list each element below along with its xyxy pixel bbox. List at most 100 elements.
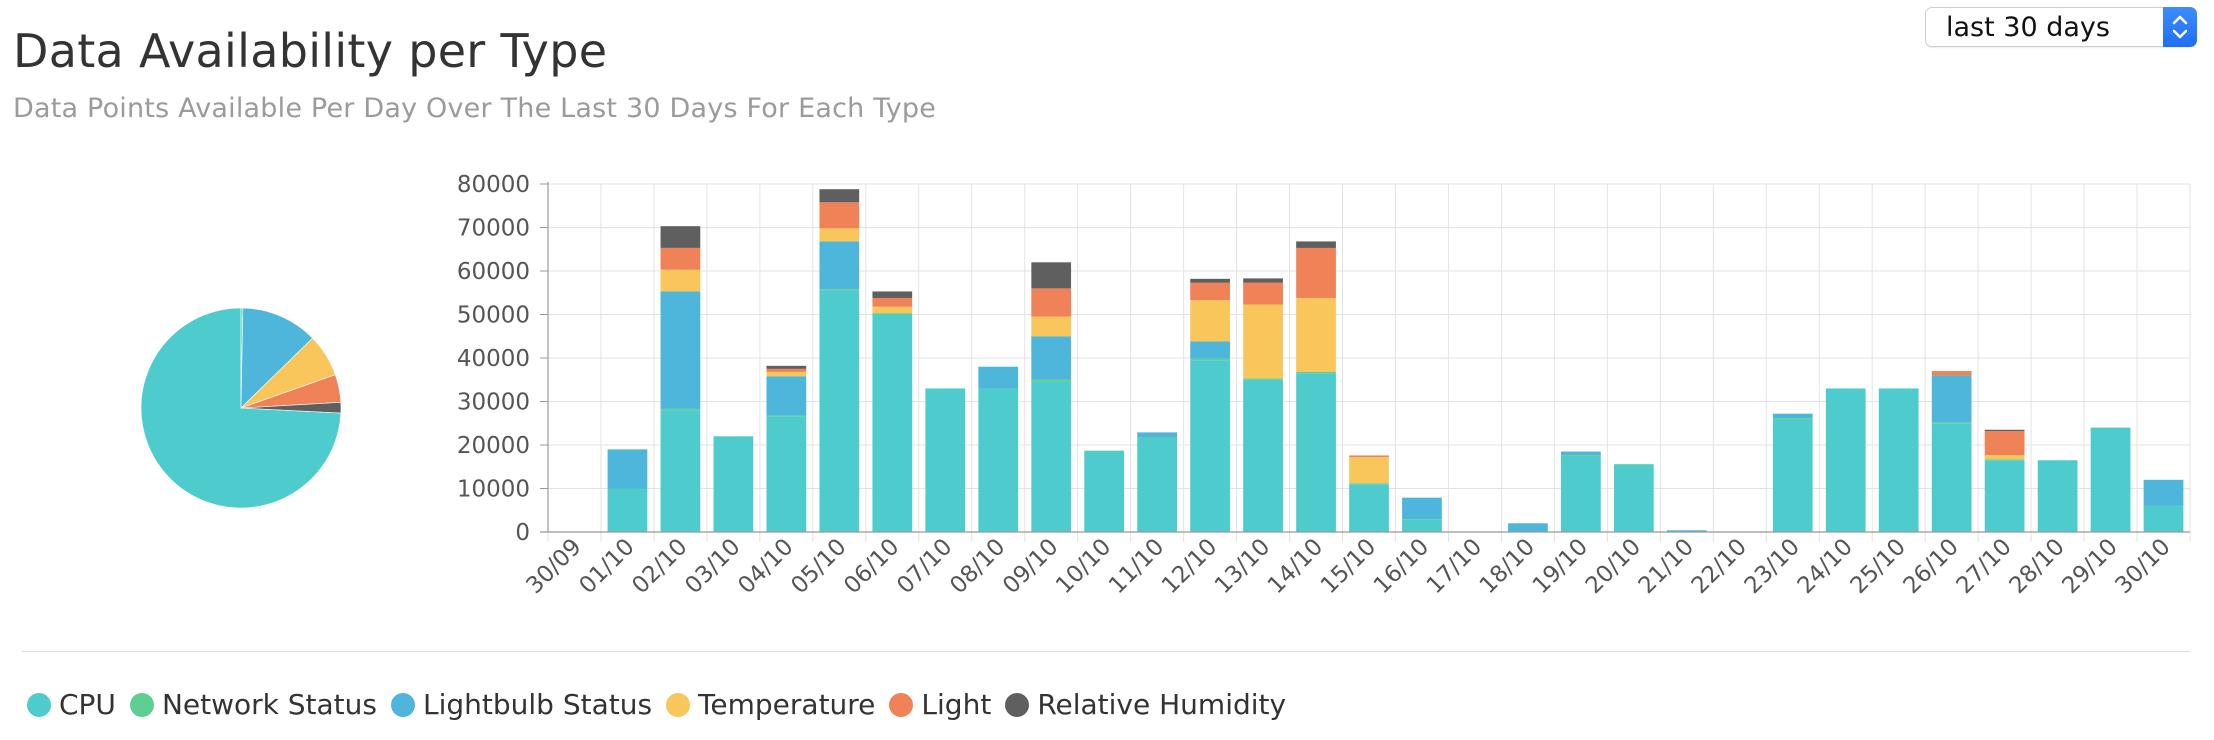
bar-network-status-19-10[interactable]: [1561, 455, 1601, 456]
bar-lightbulb-status-16-10[interactable]: [1402, 497, 1442, 520]
bar-lightbulb-status-02-10[interactable]: [660, 291, 701, 409]
pie-slice-relative-humidity[interactable]: [240, 402, 342, 414]
bar-cpu-13-10[interactable]: [1243, 379, 1283, 532]
legend-item-network-status[interactable]: Network Status: [129, 688, 377, 721]
bar-relative-humidity-02-10[interactable]: [660, 226, 701, 248]
bar-lightbulb-status-05-10[interactable]: [819, 241, 860, 290]
bar-cpu-09-10[interactable]: [1031, 381, 1072, 532]
bar-network-status-04-10[interactable]: [766, 415, 807, 417]
bar-temperature-09-10[interactable]: [1031, 316, 1072, 337]
bar-light-04-10[interactable]: [766, 368, 807, 372]
bar-network-status-27-10[interactable]: [1984, 459, 2025, 461]
bar-temperature-02-10[interactable]: [660, 269, 701, 292]
time-range-select[interactable]: last 30 days: [1925, 7, 2197, 47]
bar-cpu-28-10[interactable]: [2037, 460, 2078, 532]
bar-cpu-07-10[interactable]: [925, 388, 966, 532]
bar-cpu-25-10[interactable]: [1878, 388, 1919, 532]
bar-cpu-20-10[interactable]: [1613, 464, 1654, 532]
legend-item-relative-humidity[interactable]: Relative Humidity: [1005, 688, 1286, 721]
bar-network-status-14-10[interactable]: [1296, 371, 1336, 374]
x-tick-label: 05/10: [786, 534, 851, 599]
bar-light-13-10[interactable]: [1243, 282, 1283, 305]
bar-light-06-10[interactable]: [872, 297, 913, 307]
legend-item-lightbulb-status[interactable]: Lightbulb Status: [390, 688, 652, 721]
bar-temperature-15-10[interactable]: [1349, 457, 1389, 484]
bar-cpu-10-10[interactable]: [1084, 451, 1125, 532]
bar-network-status-11-10[interactable]: [1137, 437, 1177, 439]
bar-network-status-16-10[interactable]: [1402, 519, 1442, 520]
bar-network-status-20-10[interactable]: [1613, 464, 1654, 465]
bar-cpu-01-10[interactable]: [607, 488, 648, 533]
bar-light-09-10[interactable]: [1031, 288, 1072, 317]
y-tick-label: 20000: [457, 433, 530, 459]
bar-relative-humidity-13-10[interactable]: [1243, 278, 1283, 283]
bar-lightbulb-status-19-10[interactable]: [1561, 451, 1601, 455]
bar-temperature-13-10[interactable]: [1243, 304, 1283, 379]
bar-lightbulb-status-18-10[interactable]: [1508, 523, 1548, 532]
bar-network-status-13-10[interactable]: [1243, 378, 1283, 380]
bar-cpu-11-10[interactable]: [1137, 438, 1177, 532]
legend-item-temperature[interactable]: Temperature: [666, 688, 875, 721]
bar-relative-humidity-14-10[interactable]: [1296, 241, 1336, 248]
bar-lightbulb-status-08-10[interactable]: [978, 366, 1019, 389]
bar-temperature-14-10[interactable]: [1296, 297, 1336, 372]
bar-lightbulb-status-26-10[interactable]: [1931, 375, 1972, 423]
bar-relative-humidity-04-10[interactable]: [766, 365, 807, 369]
bar-relative-humidity-09-10[interactable]: [1031, 262, 1072, 289]
bar-network-status-23-10[interactable]: [1772, 418, 1813, 419]
bar-cpu-04-10[interactable]: [766, 416, 807, 532]
bar-relative-humidity-12-10[interactable]: [1190, 278, 1230, 283]
bar-lightbulb-status-12-10[interactable]: [1190, 341, 1230, 359]
bar-cpu-23-10[interactable]: [1772, 418, 1813, 532]
time-range-value: last 30 days: [1946, 12, 2110, 43]
bar-temperature-27-10[interactable]: [1984, 455, 2025, 460]
bar-cpu-08-10[interactable]: [978, 388, 1019, 532]
bar-cpu-14-10[interactable]: [1296, 373, 1336, 532]
bar-temperature-04-10[interactable]: [766, 371, 807, 377]
bar-cpu-27-10[interactable]: [1984, 460, 2025, 532]
bar-network-status-15-10[interactable]: [1349, 483, 1389, 485]
bar-cpu-06-10[interactable]: [872, 314, 913, 533]
bar-cpu-05-10[interactable]: [819, 290, 860, 532]
bar-temperature-05-10[interactable]: [819, 228, 860, 242]
bar-lightbulb-status-23-10[interactable]: [1772, 413, 1813, 419]
legend-item-light[interactable]: Light: [889, 688, 991, 721]
bar-cpu-29-10[interactable]: [2090, 427, 2131, 532]
bar-light-02-10[interactable]: [660, 247, 701, 270]
bar-light-12-10[interactable]: [1190, 282, 1230, 301]
legend-item-cpu[interactable]: CPU: [27, 688, 116, 721]
pie-slice-lightbulb-status[interactable]: [240, 307, 314, 409]
bar-cpu-15-10[interactable]: [1349, 484, 1389, 532]
bar-light-27-10[interactable]: [1984, 431, 2025, 455]
bar-lightbulb-status-11-10[interactable]: [1137, 432, 1177, 438]
bar-network-status-09-10[interactable]: [1031, 379, 1072, 382]
bar-cpu-16-10[interactable]: [1402, 519, 1442, 532]
bar-relative-humidity-05-10[interactable]: [819, 189, 860, 203]
bar-cpu-19-10[interactable]: [1561, 455, 1601, 533]
bar-network-status-12-10[interactable]: [1190, 358, 1230, 361]
bar-cpu-12-10[interactable]: [1190, 360, 1230, 532]
bar-lightbulb-status-01-10[interactable]: [607, 449, 648, 489]
bar-lightbulb-status-21-10[interactable]: [1666, 530, 1707, 532]
bar-network-status-02-10[interactable]: [660, 408, 701, 411]
bar-light-26-10[interactable]: [1931, 371, 1972, 376]
bar-relative-humidity-06-10[interactable]: [872, 291, 913, 298]
bar-network-status-10-10[interactable]: [1084, 450, 1125, 452]
bar-network-status-05-10[interactable]: [819, 289, 860, 291]
bar-cpu-30-10[interactable]: [2143, 505, 2184, 532]
bar-temperature-06-10[interactable]: [872, 306, 913, 314]
bar-network-status-06-10[interactable]: [872, 313, 913, 315]
bar-lightbulb-status-30-10[interactable]: [2143, 479, 2184, 506]
bar-light-15-10[interactable]: [1349, 455, 1389, 458]
bar-network-status-26-10[interactable]: [1931, 422, 1972, 424]
bar-cpu-03-10[interactable]: [713, 436, 754, 532]
bar-light-14-10[interactable]: [1296, 247, 1336, 298]
bar-temperature-12-10[interactable]: [1190, 300, 1230, 342]
bar-relative-humidity-27-10[interactable]: [1984, 429, 2025, 432]
bar-lightbulb-status-09-10[interactable]: [1031, 336, 1072, 380]
bar-cpu-26-10[interactable]: [1931, 423, 1972, 532]
bar-cpu-24-10[interactable]: [1825, 388, 1866, 532]
bar-light-05-10[interactable]: [819, 202, 860, 229]
bar-lightbulb-status-04-10[interactable]: [766, 376, 807, 416]
bar-cpu-02-10[interactable]: [660, 410, 701, 532]
